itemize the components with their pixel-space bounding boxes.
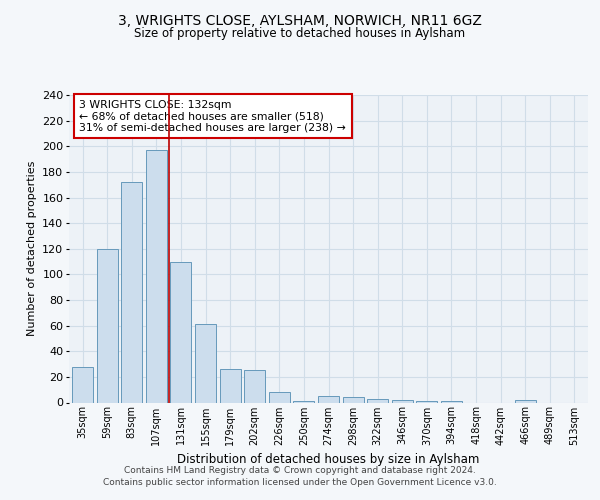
Bar: [318, 396, 339, 402]
Text: Contains public sector information licensed under the Open Government Licence v3: Contains public sector information licen…: [103, 478, 497, 487]
Bar: [416, 401, 437, 402]
Text: Size of property relative to detached houses in Aylsham: Size of property relative to detached ho…: [134, 28, 466, 40]
Bar: [170, 262, 191, 402]
Text: Contains HM Land Registry data © Crown copyright and database right 2024.: Contains HM Land Registry data © Crown c…: [124, 466, 476, 475]
Bar: [441, 401, 462, 402]
Bar: [146, 150, 167, 403]
Text: 3 WRIGHTS CLOSE: 132sqm
← 68% of detached houses are smaller (518)
31% of semi-d: 3 WRIGHTS CLOSE: 132sqm ← 68% of detache…: [79, 100, 346, 133]
Bar: [269, 392, 290, 402]
X-axis label: Distribution of detached houses by size in Aylsham: Distribution of detached houses by size …: [178, 453, 479, 466]
Bar: [392, 400, 413, 402]
Bar: [293, 401, 314, 402]
Text: 3, WRIGHTS CLOSE, AYLSHAM, NORWICH, NR11 6GZ: 3, WRIGHTS CLOSE, AYLSHAM, NORWICH, NR11…: [118, 14, 482, 28]
Bar: [244, 370, 265, 402]
Bar: [121, 182, 142, 402]
Y-axis label: Number of detached properties: Number of detached properties: [26, 161, 37, 336]
Bar: [195, 324, 216, 402]
Bar: [97, 248, 118, 402]
Bar: [343, 398, 364, 402]
Bar: [367, 398, 388, 402]
Bar: [72, 366, 93, 402]
Bar: [220, 369, 241, 402]
Bar: [515, 400, 536, 402]
